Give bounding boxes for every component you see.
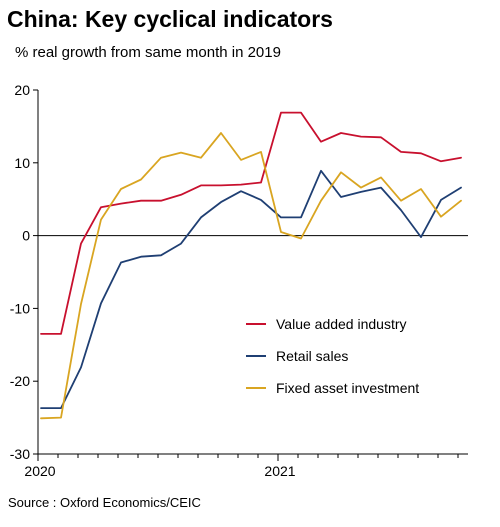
y-tick-label: 20 [14,82,30,98]
y-tick-label: -30 [10,446,30,462]
x-tick-label: 2021 [264,463,295,479]
series-lines [40,111,462,420]
source-note: Source : Oxford Economics/CEIC [8,495,201,510]
y-tick-label: -20 [10,373,30,389]
series-line [40,111,462,335]
legend-label: Value added industry [276,316,407,332]
legend-label: Fixed asset investment [276,380,419,396]
legend: Value added industry Retail sales Fixed as… [246,316,419,396]
x-tick-label: 2020 [24,463,55,479]
series-line [40,169,462,410]
y-tick-label: -10 [10,300,30,316]
y-tick-label: 0 [22,228,30,244]
legend-label: Retail sales [276,348,348,364]
series-line [40,132,462,420]
chart-title: China: Key cyclical indicators [7,6,333,32]
chart-subtitle: % real growth from same month in 2019 [15,44,281,61]
y-tick-label: 10 [14,155,30,171]
